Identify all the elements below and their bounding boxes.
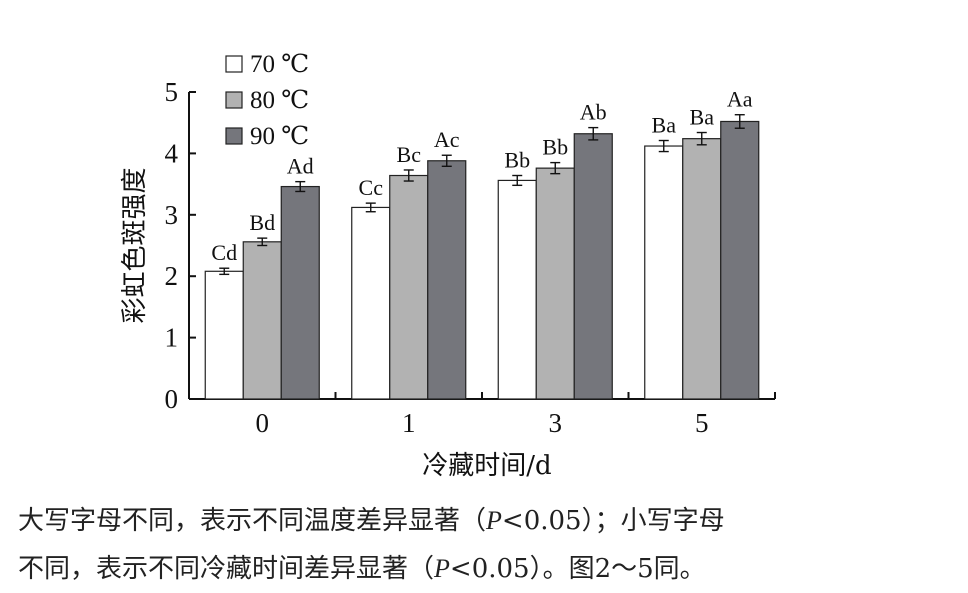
bar <box>242 241 282 400</box>
legend-label: 70 ℃ <box>250 51 309 78</box>
x-axis-title: 冷藏时间/d <box>422 451 551 481</box>
y-tick-label: 5 <box>165 77 179 107</box>
bar <box>644 145 684 400</box>
x-tick-label: 0 <box>256 408 270 438</box>
bar-chart: 0 1 2 3 4 5 0 1 3 5 冷藏时间/d 彩虹色斑强度 Cd Bd Ad Cc Bc Ac Bb Bb A… <box>120 51 776 481</box>
data-label: Bd <box>249 210 275 235</box>
bar <box>389 174 429 400</box>
data-label: Aa <box>727 87 753 112</box>
data-label: Bb <box>542 135 568 160</box>
x-tick-label: 1 <box>402 408 416 438</box>
bar <box>280 185 320 400</box>
data-label: Cc <box>359 175 384 200</box>
y-tick-label: 4 <box>165 138 179 168</box>
caption-text: <0.05）。图2～5同。 <box>449 554 706 584</box>
legend-label: 90 ℃ <box>250 123 309 150</box>
bar <box>682 138 722 400</box>
bar <box>427 160 467 400</box>
legend-label: 80 ℃ <box>250 87 309 114</box>
y-tick-label: 0 <box>165 384 179 414</box>
caption-text: 不同，表示不同冷藏时间差异显著（ <box>18 554 435 584</box>
axes: 0 1 2 3 4 5 0 1 3 5 冷藏时间/d 彩虹色斑强度 <box>120 77 776 481</box>
bar <box>720 120 760 400</box>
data-label: Bc <box>397 142 422 167</box>
legend-swatch <box>225 91 243 109</box>
y-tick-label: 2 <box>165 261 179 291</box>
data-label: Ba <box>652 113 677 138</box>
y-axis-title: 彩虹色斑强度 <box>120 167 150 323</box>
x-tick-label: 3 <box>549 408 563 438</box>
caption-text: 大写字母不同，表示不同温度差异显著（ <box>18 506 487 536</box>
caption-p: P <box>486 506 502 535</box>
legend-swatch <box>225 55 243 73</box>
data-label: Ba <box>690 105 715 130</box>
caption-p: P <box>434 554 450 583</box>
caption-line-2: 不同，表示不同冷藏时间差异显著（P<0.05）。图2～5同。 <box>18 548 958 585</box>
bar <box>204 270 244 400</box>
data-label: Cd <box>211 240 237 265</box>
bar <box>535 167 575 400</box>
bar <box>497 179 537 400</box>
bar <box>573 133 613 400</box>
y-tick-label: 3 <box>165 200 179 230</box>
x-tick-label: 5 <box>695 408 709 438</box>
data-label: Ad <box>287 154 314 179</box>
data-label: Bb <box>504 148 530 173</box>
legend: 70 ℃ 80 ℃ 90 ℃ <box>225 51 309 150</box>
caption-line-1: 大写字母不同，表示不同温度差异显著（P<0.05）；小写字母 <box>18 500 958 537</box>
caption-text: <0.05）；小写字母 <box>501 506 725 536</box>
data-label: Ac <box>434 127 460 152</box>
y-tick-label: 1 <box>165 323 179 353</box>
data-label: Ab <box>580 100 607 125</box>
legend-swatch <box>225 127 243 145</box>
bar <box>351 206 391 400</box>
bars: Cd Bd Ad Cc Bc Ac Bb Bb Ab Ba Ba Aa <box>204 87 760 400</box>
